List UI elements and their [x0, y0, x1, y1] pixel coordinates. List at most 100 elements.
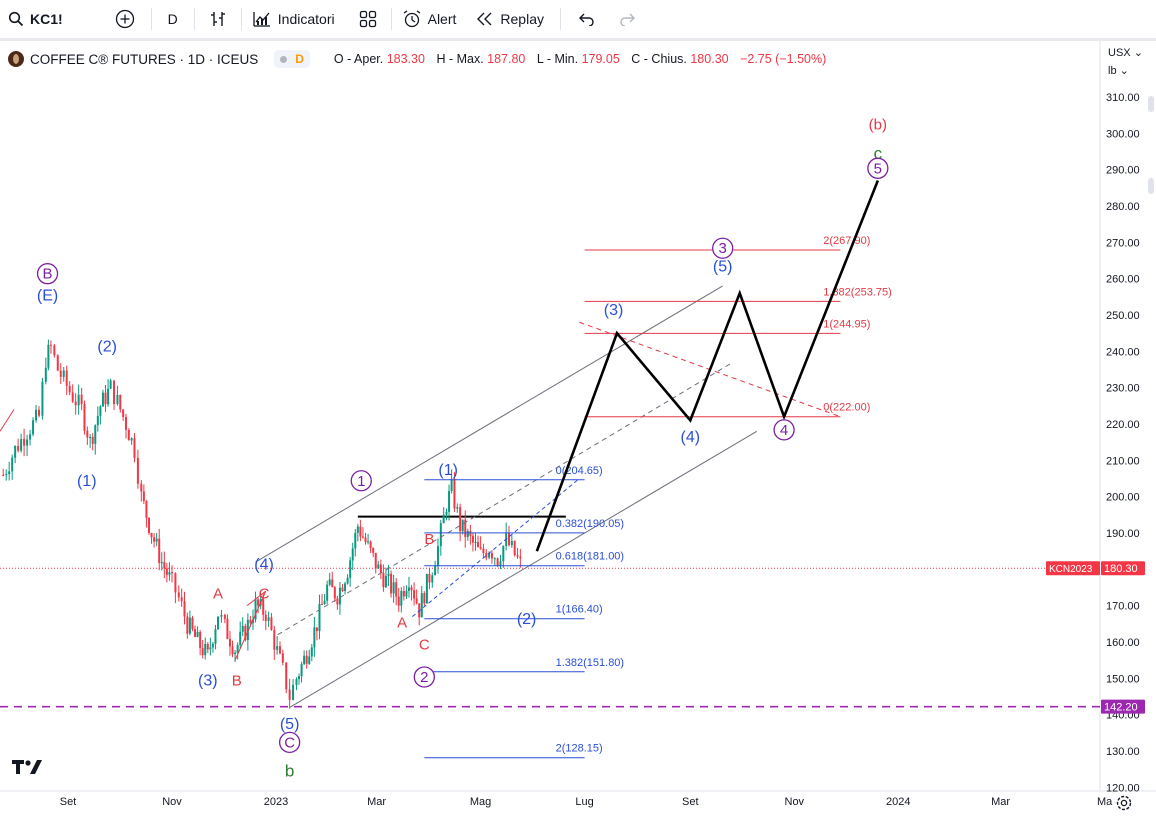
redo-button[interactable] [611, 0, 645, 38]
candle-body [328, 579, 331, 585]
price-tick-label: 300.00 [1106, 128, 1140, 140]
fib-retracement-label: 0.382(190.05) [556, 518, 625, 530]
channel-upper-line[interactable] [255, 285, 723, 563]
candle-body [367, 541, 370, 543]
candle-body [425, 573, 428, 604]
price-tick-label: 240.00 [1106, 346, 1140, 358]
candle-body [485, 553, 488, 558]
replay-button[interactable]: Replay [466, 0, 554, 38]
indicators-button[interactable]: Indicatori [242, 0, 345, 38]
candle-body [508, 532, 511, 546]
candle-body [300, 664, 303, 677]
candle-body [493, 558, 496, 560]
wave-label: b [285, 761, 294, 780]
candle-body [186, 616, 189, 634]
candle-body [228, 638, 231, 647]
candle-body [41, 381, 44, 416]
price-tick-label: 280.00 [1106, 201, 1140, 213]
price-tick-label: 170.00 [1106, 601, 1140, 613]
candle-body [400, 590, 403, 606]
candle-body [496, 558, 499, 566]
gear-icon[interactable] [1115, 794, 1133, 812]
candle-body [288, 689, 291, 700]
time-tick-label: Nov [162, 796, 182, 808]
candle-body [234, 652, 237, 655]
price-chart[interactable]: 310.00300.00290.00280.00270.00260.00250.… [0, 41, 1156, 823]
candle-body [464, 519, 467, 538]
change-value: −2.75 (−1.50%) [740, 52, 827, 66]
candle-body [359, 526, 362, 537]
candle-body [387, 573, 390, 576]
interval-button[interactable]: D [152, 0, 194, 38]
wave-label: (2) [97, 338, 117, 355]
candle-body [168, 572, 171, 575]
templates-button[interactable] [345, 0, 391, 38]
tradingview-logo-icon[interactable] [12, 757, 44, 777]
alert-button[interactable]: Alert [392, 0, 467, 38]
candle-body [369, 541, 372, 549]
level-price-tag: 142.20 [1104, 702, 1138, 714]
compare-button[interactable] [105, 0, 145, 38]
currency-selector[interactable]: USX ⌄ [1100, 44, 1156, 62]
candle-body [26, 439, 29, 446]
chart-type-button[interactable] [195, 0, 241, 38]
candle-body [96, 415, 99, 426]
candle-body [99, 406, 102, 416]
wave-label: 5 [874, 160, 882, 177]
candle-body [490, 553, 493, 559]
candle-body [333, 587, 336, 599]
candle-body [326, 584, 329, 601]
candle-body [94, 425, 97, 444]
undo-button[interactable] [561, 0, 611, 38]
wave-label: 2 [420, 669, 428, 686]
fib-extension-label: 2(267.90) [823, 235, 870, 247]
projection-path[interactable] [535, 180, 880, 552]
wave-circle [278, 731, 301, 754]
candle-body [38, 409, 41, 416]
fib-retracement-label: 2(128.15) [556, 743, 603, 755]
candle-body [442, 514, 445, 524]
price-tick-label: 220.00 [1106, 419, 1140, 431]
candle-body [147, 517, 150, 534]
candle-body [196, 631, 199, 637]
candle-body [246, 619, 249, 641]
wave-circle [867, 157, 889, 179]
channel-lower-line[interactable] [289, 430, 758, 708]
right-scroll-handle[interactable] [1146, 90, 1156, 210]
unit-selector[interactable]: lb ⌄ [1100, 62, 1156, 80]
candle-body [223, 614, 226, 619]
wave-label: A [213, 585, 223, 602]
candle-body [133, 438, 136, 458]
candle-body [439, 523, 442, 547]
wave-circle [712, 237, 734, 259]
symbol-search-button[interactable]: KC1! [0, 0, 75, 38]
price-tick-label: 190.00 [1106, 528, 1140, 540]
candle-body [382, 573, 385, 588]
price-tick-label: 210.00 [1106, 455, 1140, 467]
candle-body [104, 392, 107, 405]
candle-body [323, 600, 326, 605]
open-label: O - Aper. [333, 52, 384, 66]
wave-label: (b) [869, 117, 887, 134]
legend-badges[interactable]: D [274, 50, 310, 68]
close-label: C - Chius. [631, 52, 687, 66]
channel-mid-line[interactable] [277, 361, 734, 636]
candle-body [150, 533, 153, 538]
price-tick-label: 230.00 [1106, 383, 1140, 395]
candle-body [392, 582, 395, 594]
candle-body [206, 644, 209, 650]
candle-body [17, 446, 20, 451]
candle-body [140, 483, 143, 492]
candle-body [65, 370, 68, 386]
candle-body [377, 564, 380, 569]
candle-body [423, 593, 426, 604]
candle-body [428, 573, 431, 583]
legend-title[interactable]: COFFEE C® FUTURES · 1D · ICEUS [30, 51, 259, 67]
candle-body [278, 646, 281, 654]
candle-body [407, 587, 410, 591]
candle-body [220, 614, 223, 617]
alert-label: Alert [427, 11, 457, 27]
trend-dashed-line[interactable] [412, 478, 580, 617]
candle-body [83, 404, 86, 431]
candle-body [499, 561, 502, 566]
